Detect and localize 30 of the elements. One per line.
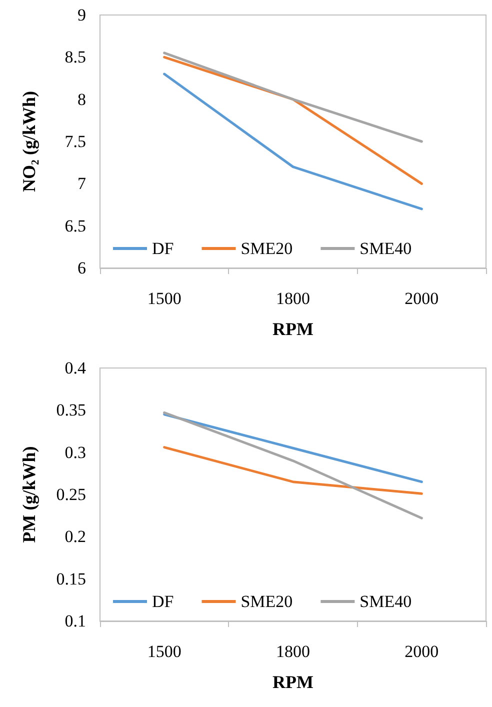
legend-label: SME40 xyxy=(360,239,412,258)
y-tick-label: 8.5 xyxy=(64,48,86,67)
x-tick-label: 1800 xyxy=(276,642,310,661)
y-tick-label: 0.1 xyxy=(64,612,86,630)
x-axis-title: RPM xyxy=(272,672,314,692)
legend-label: DF xyxy=(152,239,174,258)
y-tick-label: 0.3 xyxy=(64,442,86,462)
x-tick-label: 1800 xyxy=(276,289,310,308)
legend-label: DF xyxy=(152,592,174,611)
x-tick-label: 2000 xyxy=(404,642,439,661)
y-tick-label: 0.4 xyxy=(64,358,86,378)
y-tick-label: 6.5 xyxy=(64,216,86,236)
y-axis-title: PM (g/kWh) xyxy=(19,446,39,543)
y-tick-label: 8 xyxy=(78,90,86,109)
x-tick-label: 1500 xyxy=(147,289,182,308)
x-tick-label: 2000 xyxy=(404,289,439,308)
y-tick-label: 0.2 xyxy=(64,527,86,546)
legend-label: SME20 xyxy=(240,592,293,611)
y-tick-label: 9 xyxy=(78,6,86,24)
y-tick-label: 6 xyxy=(78,258,86,278)
legend-label: SME40 xyxy=(360,592,412,611)
y-tick-label: 0.15 xyxy=(56,569,86,588)
y-tick-label: 7 xyxy=(78,174,86,194)
y-tick-label: 7.5 xyxy=(64,132,86,151)
y-axis-title: NO₂ (g/kWh) xyxy=(19,91,39,192)
legend-label: SME20 xyxy=(240,239,293,258)
y-tick-label: 0.25 xyxy=(56,485,86,504)
y-tick-label: 0.35 xyxy=(56,400,86,420)
x-tick-label: 1500 xyxy=(147,642,182,661)
x-axis-title: RPM xyxy=(272,319,314,339)
